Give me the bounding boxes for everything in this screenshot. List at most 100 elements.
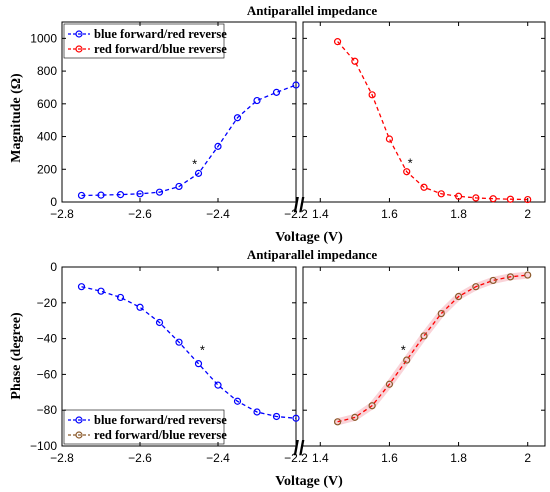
plot-frame-magnitude-left xyxy=(61,21,297,203)
annotation-asterisk: * xyxy=(200,343,205,358)
x-tick-label-magnitude: −2.8 xyxy=(50,207,74,221)
data-point-magnitude xyxy=(136,190,144,198)
data-point-phase xyxy=(136,303,144,311)
data-point-magnitude xyxy=(524,195,532,204)
plot-frame-phase-right xyxy=(302,266,546,447)
y-tick-label-magnitude: 1000 xyxy=(30,31,57,45)
data-point-phase xyxy=(253,408,261,416)
data-point-phase xyxy=(524,271,532,279)
x-tick-label-phase: 1.4 xyxy=(312,451,329,465)
x-tick-label-magnitude: −2.4 xyxy=(206,207,230,221)
data-point-magnitude xyxy=(437,190,445,198)
legend-entry-red-forward: red forward/blue reverse xyxy=(94,428,227,442)
x-tick-label-magnitude: 1.4 xyxy=(312,207,329,221)
chart-title-magnitude: Antiparallel impedance xyxy=(247,3,378,18)
data-point-phase xyxy=(472,283,480,291)
data-point-magnitude xyxy=(368,91,376,99)
y-tick-label-magnitude: 200 xyxy=(37,162,57,176)
data-point-magnitude xyxy=(420,183,428,191)
annotation-asterisk: * xyxy=(408,156,413,171)
data-point-phase xyxy=(437,309,445,318)
y-tick-label-magnitude: 600 xyxy=(37,97,57,111)
x-axis-label-magnitude: Voltage (V) xyxy=(275,230,343,245)
data-point-phase xyxy=(116,293,125,302)
data-point-magnitude xyxy=(214,142,222,150)
data-point-phase xyxy=(351,413,359,421)
y-tick-label-phase: −60 xyxy=(37,367,58,381)
y-axis-label-phase: Phase (degree) xyxy=(9,312,24,400)
data-point-phase xyxy=(420,332,428,340)
data-point-magnitude xyxy=(351,57,359,65)
data-point-magnitude xyxy=(155,188,164,196)
y-tick-label-phase: −20 xyxy=(37,296,58,310)
data-point-magnitude xyxy=(233,114,242,122)
data-point-phase xyxy=(506,273,515,281)
data-point-magnitude xyxy=(175,182,183,191)
x-tick-label-phase: 2 xyxy=(524,451,531,465)
data-point-phase xyxy=(175,338,183,346)
plot-frame-magnitude-right xyxy=(302,21,546,203)
y-tick-label-phase: −80 xyxy=(37,403,58,417)
data-point-magnitude xyxy=(472,194,480,202)
x-tick-label-phase: −2.8 xyxy=(50,451,74,465)
x-tick-label-magnitude: −2.6 xyxy=(128,207,152,221)
x-tick-label-phase: −2.4 xyxy=(206,451,230,465)
x-tick-label-magnitude: 2 xyxy=(524,207,531,221)
data-point-phase xyxy=(194,360,203,368)
data-point-phase xyxy=(333,418,342,426)
y-tick-label-magnitude: 800 xyxy=(37,64,57,78)
data-point-phase xyxy=(97,287,105,295)
legend-entry-blue-forward: blue forward/red reverse xyxy=(94,27,227,41)
series-line-magnitude xyxy=(337,41,528,201)
series-halo-phase xyxy=(334,271,532,426)
legend-entry-blue-forward: blue forward/red reverse xyxy=(94,413,227,427)
data-point-magnitude xyxy=(454,192,463,200)
axis-break-mark-magnitude: // xyxy=(293,195,305,217)
data-point-magnitude xyxy=(253,96,261,105)
data-point-magnitude xyxy=(333,38,342,46)
data-point-magnitude xyxy=(506,195,515,203)
data-point-magnitude xyxy=(194,169,203,177)
x-tick-label-phase: −2.2 xyxy=(284,451,308,465)
data-point-magnitude xyxy=(97,191,105,199)
legend-entry-red-forward: red forward/blue reverse xyxy=(94,42,227,56)
annotation-asterisk: * xyxy=(401,343,406,358)
data-point-phase xyxy=(77,283,86,291)
data-point-magnitude xyxy=(272,88,281,96)
x-axis-label-phase: Voltage (V) xyxy=(275,474,343,489)
legend-magnitude: blue forward/red reverse red forward/blu… xyxy=(63,23,227,59)
data-point-magnitude xyxy=(489,195,497,203)
x-tick-label-magnitude: 1.6 xyxy=(381,207,398,221)
data-point-phase xyxy=(155,318,164,327)
data-point-phase xyxy=(454,292,463,301)
y-tick-label-phase: −100 xyxy=(30,439,57,453)
data-point-phase xyxy=(368,402,376,410)
data-point-phase xyxy=(233,397,242,405)
plot-frame-phase-left xyxy=(61,266,297,447)
chart-marks: −2.8 −2.6 −2.4 −2.2 0 200 400 600 800 1000 * 1.4 1.6… xyxy=(30,22,545,465)
y-axis-label-magnitude: Magnitude (Ω) xyxy=(9,73,24,163)
series-line-phase xyxy=(81,286,297,419)
data-point-magnitude xyxy=(403,168,411,176)
annotation-asterisk: * xyxy=(192,156,197,171)
data-point-magnitude xyxy=(77,191,86,200)
y-tick-label-magnitude: 0 xyxy=(50,195,57,209)
x-tick-label-phase: 1.8 xyxy=(450,451,467,465)
data-point-magnitude xyxy=(385,135,394,143)
y-tick-label-magnitude: 400 xyxy=(37,130,57,144)
series-line-phase xyxy=(337,274,528,423)
x-tick-label-phase: 1.6 xyxy=(381,451,398,465)
data-point-magnitude xyxy=(116,191,125,199)
data-point-phase xyxy=(489,276,497,285)
data-point-phase xyxy=(272,412,281,421)
data-point-phase xyxy=(385,380,394,388)
y-tick-label-phase: −40 xyxy=(37,332,58,346)
axis-break-mark-phase: // xyxy=(293,438,305,460)
x-tick-label-magnitude: 1.8 xyxy=(450,207,467,221)
x-tick-label-magnitude: −2.2 xyxy=(284,207,308,221)
data-point-magnitude xyxy=(292,81,300,89)
y-tick-label-phase: 0 xyxy=(50,260,57,274)
data-point-phase xyxy=(214,381,222,389)
x-tick-label-phase: −2.6 xyxy=(128,451,152,465)
